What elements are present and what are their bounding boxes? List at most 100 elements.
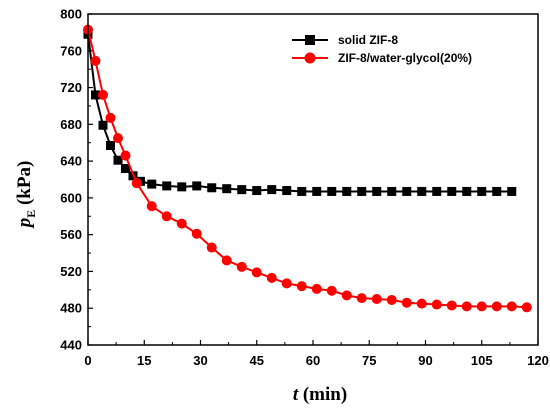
- series-layer: [83, 24, 532, 313]
- data-point-square: [162, 181, 172, 191]
- y-axis-title: pE (kPa): [14, 161, 38, 230]
- legend-marker-square: [305, 35, 315, 45]
- data-point-circle: [461, 301, 472, 312]
- data-point-square: [192, 181, 202, 191]
- data-point-square: [177, 182, 187, 192]
- legend-marker-circle: [304, 52, 316, 64]
- data-point-circle: [521, 302, 532, 313]
- data-point-circle: [236, 261, 247, 272]
- data-point-circle: [446, 300, 457, 311]
- x-axis-unit: (min): [298, 384, 347, 405]
- data-point-square: [372, 186, 382, 196]
- y-axis-unit: (kPa): [14, 161, 35, 210]
- data-point-circle: [191, 228, 202, 239]
- data-point-square: [342, 186, 352, 196]
- y-tick-label: 720: [60, 80, 82, 95]
- data-point-square: [357, 186, 367, 196]
- x-tick-label: 105: [471, 353, 493, 368]
- series-line: [87, 29, 527, 309]
- data-point-square: [432, 186, 442, 196]
- y-axis-ticks: 440 480 520 560 600 640 680 720 760 800: [60, 7, 93, 353]
- x-tick-label: 120: [527, 353, 549, 368]
- data-point-circle: [281, 278, 292, 289]
- data-point-square: [477, 186, 487, 196]
- x-tick-label: 60: [306, 353, 320, 368]
- data-point-circle: [176, 218, 187, 229]
- y-tick-label: 760: [60, 43, 82, 58]
- data-point-circle: [105, 112, 116, 123]
- data-point-square: [147, 179, 157, 189]
- data-point-square: [106, 140, 115, 150]
- data-point-circle: [161, 211, 172, 222]
- data-point-square: [462, 186, 472, 196]
- data-point-circle: [356, 293, 367, 304]
- data-point-square: [237, 185, 247, 195]
- data-point-circle: [326, 285, 337, 296]
- y-tick-label: 520: [60, 264, 82, 279]
- y-tick-label: 800: [60, 7, 82, 22]
- x-tick-label: 0: [84, 353, 91, 368]
- data-point-circle: [146, 201, 157, 212]
- data-point-circle: [491, 301, 502, 312]
- data-point-circle: [266, 272, 277, 283]
- data-point-circle: [296, 281, 307, 292]
- y-tick-label: 480: [60, 301, 82, 316]
- legend-label-zif8-water-glycol: ZIF-8/water-glycol(20%): [338, 51, 472, 65]
- y-axis-subscript: E: [24, 210, 38, 218]
- data-point-circle: [90, 55, 101, 66]
- data-point-circle: [506, 301, 517, 312]
- x-axis-title: t (min): [293, 384, 347, 405]
- x-tick-label: 75: [362, 353, 376, 368]
- data-point-square: [327, 186, 337, 196]
- data-point-square: [252, 186, 262, 196]
- data-point-square: [98, 120, 108, 130]
- data-point-square: [113, 155, 123, 165]
- data-point-circle: [251, 267, 262, 278]
- data-point-circle: [206, 242, 217, 253]
- data-point-square: [121, 163, 130, 173]
- data-point-square: [447, 186, 457, 196]
- data-point-circle: [311, 283, 322, 294]
- data-point-circle: [401, 297, 412, 308]
- x-axis-var: t: [293, 384, 299, 405]
- y-axis-var: p: [14, 218, 35, 230]
- data-point-circle: [120, 150, 131, 161]
- data-point-circle: [476, 301, 487, 312]
- y-tick-label: 680: [60, 117, 82, 132]
- data-point-circle: [131, 178, 142, 189]
- y-tick-label: 560: [60, 227, 82, 242]
- data-point-square: [492, 186, 502, 196]
- data-point-square: [387, 186, 397, 196]
- data-point-square: [207, 183, 217, 193]
- data-point-circle: [371, 294, 382, 305]
- data-point-circle: [221, 255, 232, 266]
- data-point-circle: [431, 299, 442, 310]
- data-point-circle: [98, 89, 108, 100]
- data-point-square: [91, 90, 100, 100]
- data-point-circle: [341, 290, 352, 301]
- x-tick-label: 15: [137, 353, 151, 368]
- legend: solid ZIF-8 ZIF-8/water-glycol(20%): [292, 33, 472, 65]
- data-point-square: [312, 186, 322, 196]
- data-point-square: [282, 186, 292, 196]
- series-2: [83, 24, 532, 313]
- x-tick-label: 90: [418, 353, 432, 368]
- data-point-circle: [416, 298, 427, 309]
- y-tick-label: 600: [60, 190, 82, 205]
- data-point-square: [507, 186, 517, 196]
- data-point-square: [297, 186, 307, 196]
- data-point-square: [417, 186, 427, 196]
- plot-frame: [87, 13, 539, 346]
- data-point-circle: [386, 294, 397, 305]
- y-tick-label: 440: [60, 338, 82, 353]
- data-point-square: [267, 185, 277, 195]
- x-tick-label: 30: [193, 353, 207, 368]
- legend-label-solid-zif8: solid ZIF-8: [338, 33, 398, 47]
- data-point-square: [402, 186, 412, 196]
- y-tick-label: 640: [60, 154, 82, 169]
- data-point-circle: [113, 133, 123, 144]
- data-point-square: [222, 184, 232, 194]
- x-axis-ticks: 0 15 30 45 60 75 90 105 120: [84, 340, 549, 368]
- x-tick-label: 45: [250, 353, 264, 368]
